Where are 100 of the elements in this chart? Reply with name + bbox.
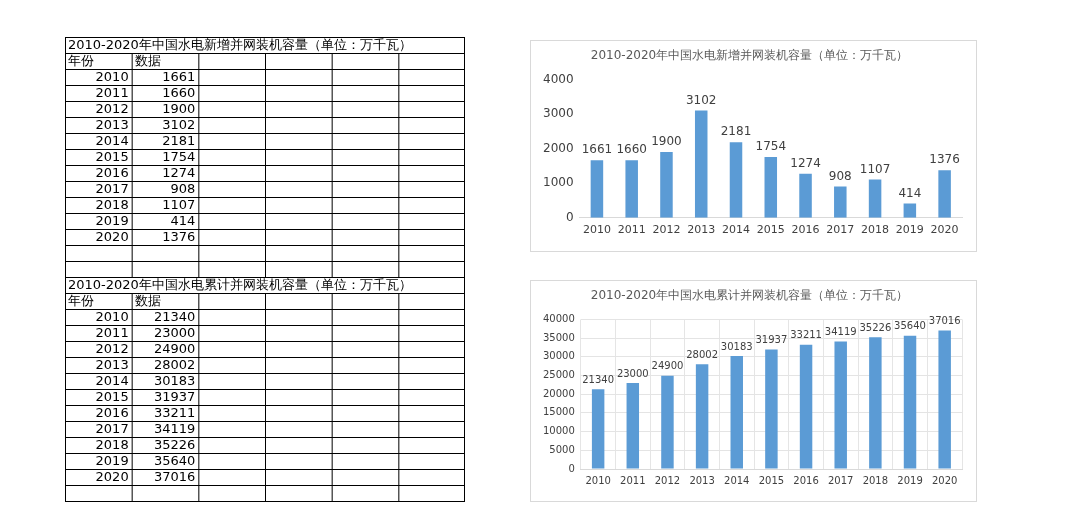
y-tick-label: 2018	[95, 197, 129, 213]
bar	[661, 375, 674, 469]
bar	[834, 341, 847, 469]
data-label: 34119	[153, 421, 196, 437]
y-tick-label: 3000	[542, 106, 574, 121]
text: 2010-2020年中国水电新增并网装机容量（单位：万千瓦）	[68, 37, 412, 53]
data-label: 2181	[162, 133, 196, 149]
bar	[695, 364, 709, 469]
bar	[938, 330, 951, 469]
bar	[903, 335, 917, 469]
x-tick-label: 2017	[827, 474, 854, 486]
y-axis-title: 年份	[68, 293, 94, 309]
x-tick-label: 2012	[654, 474, 681, 486]
x-tick-label: 2010	[585, 474, 611, 486]
data-label: 28002	[153, 357, 196, 373]
y-tick-label: 2015	[95, 149, 129, 165]
y-tick-label: 25000	[543, 369, 575, 381]
y-tick-label: 0	[568, 462, 575, 474]
data-label: 28002	[686, 348, 719, 360]
data-label: 1274	[790, 155, 821, 170]
y-tick-label: 2011	[95, 85, 129, 101]
y-tick-label: 2015	[95, 389, 129, 405]
x-tick-label: 2015	[756, 223, 785, 237]
y-tick-label: 30000	[543, 350, 575, 362]
y-tick-label: 2013	[95, 357, 129, 373]
chart-title: 2010-2020年中国水电累计并网装机容量（单位：万千瓦）	[590, 288, 909, 303]
x-tick-label: 2015	[758, 474, 785, 486]
y-tick-label: 2012	[95, 341, 129, 357]
data-label: 1754	[755, 139, 787, 154]
x-tick-label: 2014	[724, 474, 750, 486]
x-tick-label: 2016	[791, 223, 820, 237]
y-tick-label: 2012	[95, 101, 129, 117]
y-tick-label: 2018	[95, 437, 129, 453]
bar	[799, 173, 812, 218]
y-tick-label: 2017	[95, 421, 129, 437]
text: 2010-2020年中国水电累计并网装机容量（单位：万千瓦）	[68, 277, 412, 293]
x-tick-label: 2020	[930, 223, 959, 237]
y-tick-label: 15000	[543, 406, 575, 418]
data-label: 37016	[153, 469, 196, 485]
x-tick-label: 2019	[895, 223, 924, 237]
data-label: 414	[170, 213, 196, 229]
data-label: 1661	[581, 142, 613, 157]
x-tick-label: 2012	[652, 223, 681, 237]
y-tick-label: 2014	[95, 133, 129, 149]
data-label: 37016	[928, 315, 961, 327]
data-label: 2181	[720, 124, 752, 139]
data-label: 24900	[153, 341, 196, 357]
data-label: 24900	[651, 360, 684, 372]
bar	[799, 344, 813, 469]
data-label: 21340	[582, 373, 615, 385]
data-label: 908	[828, 168, 852, 183]
x-tick-label: 2019	[897, 474, 923, 486]
bar	[694, 110, 708, 218]
data-label: 1376	[929, 152, 960, 167]
bar	[765, 349, 778, 469]
y-tick-label: 2010	[95, 69, 129, 85]
bar	[660, 152, 673, 218]
x-tick-label: 2018	[861, 223, 890, 237]
bar	[729, 142, 743, 218]
y-tick-label: 40000	[543, 312, 575, 324]
y-tick-label: 35000	[543, 331, 575, 343]
data-label: 1107	[162, 197, 196, 213]
data-label: 1107	[859, 161, 891, 176]
y-tick-label: 1000	[542, 175, 574, 190]
y-tick-label: 2000	[542, 140, 574, 155]
y-tick-label: 4000	[542, 71, 574, 86]
bar	[869, 337, 882, 469]
y-tick-label: 0	[565, 209, 574, 224]
x-tick-label: 2016	[793, 474, 819, 486]
chart-title: 2010-2020年中国水电新增并网装机容量（单位：万千瓦）	[590, 48, 909, 63]
bar	[590, 160, 604, 218]
data-label: 35226	[153, 437, 196, 453]
x-tick-label: 2011	[620, 474, 646, 486]
bar	[834, 186, 847, 218]
bar	[730, 356, 743, 469]
data-label: 34119	[824, 325, 857, 337]
data-label: 1660	[616, 142, 647, 157]
y-tick-label: 2017	[95, 181, 129, 197]
data-label: 3102	[685, 92, 717, 107]
data-label: 1661	[162, 69, 196, 85]
bar	[626, 382, 640, 469]
data-label: 414	[898, 185, 922, 200]
x-tick-label: 数据	[134, 293, 161, 309]
x-tick-label: 2014	[722, 223, 750, 237]
y-tick-label: 2019	[95, 453, 129, 469]
y-tick-label: 10000	[543, 425, 575, 437]
data-label: 30183	[153, 373, 196, 389]
bar	[903, 203, 917, 218]
bar	[868, 179, 882, 218]
y-axis-title: 年份	[68, 53, 94, 69]
y-tick-label: 2016	[95, 405, 129, 421]
y-tick-label: 2011	[95, 325, 129, 341]
data-label: 1754	[162, 149, 196, 165]
data-label: 1900	[162, 101, 196, 117]
data-label: 1274	[162, 165, 196, 181]
x-tick-label: 2020	[931, 474, 958, 486]
data-label: 1376	[162, 229, 196, 245]
y-tick-label: 2013	[95, 117, 129, 133]
y-tick-label: 2016	[95, 165, 129, 181]
data-label: 35640	[153, 453, 196, 469]
